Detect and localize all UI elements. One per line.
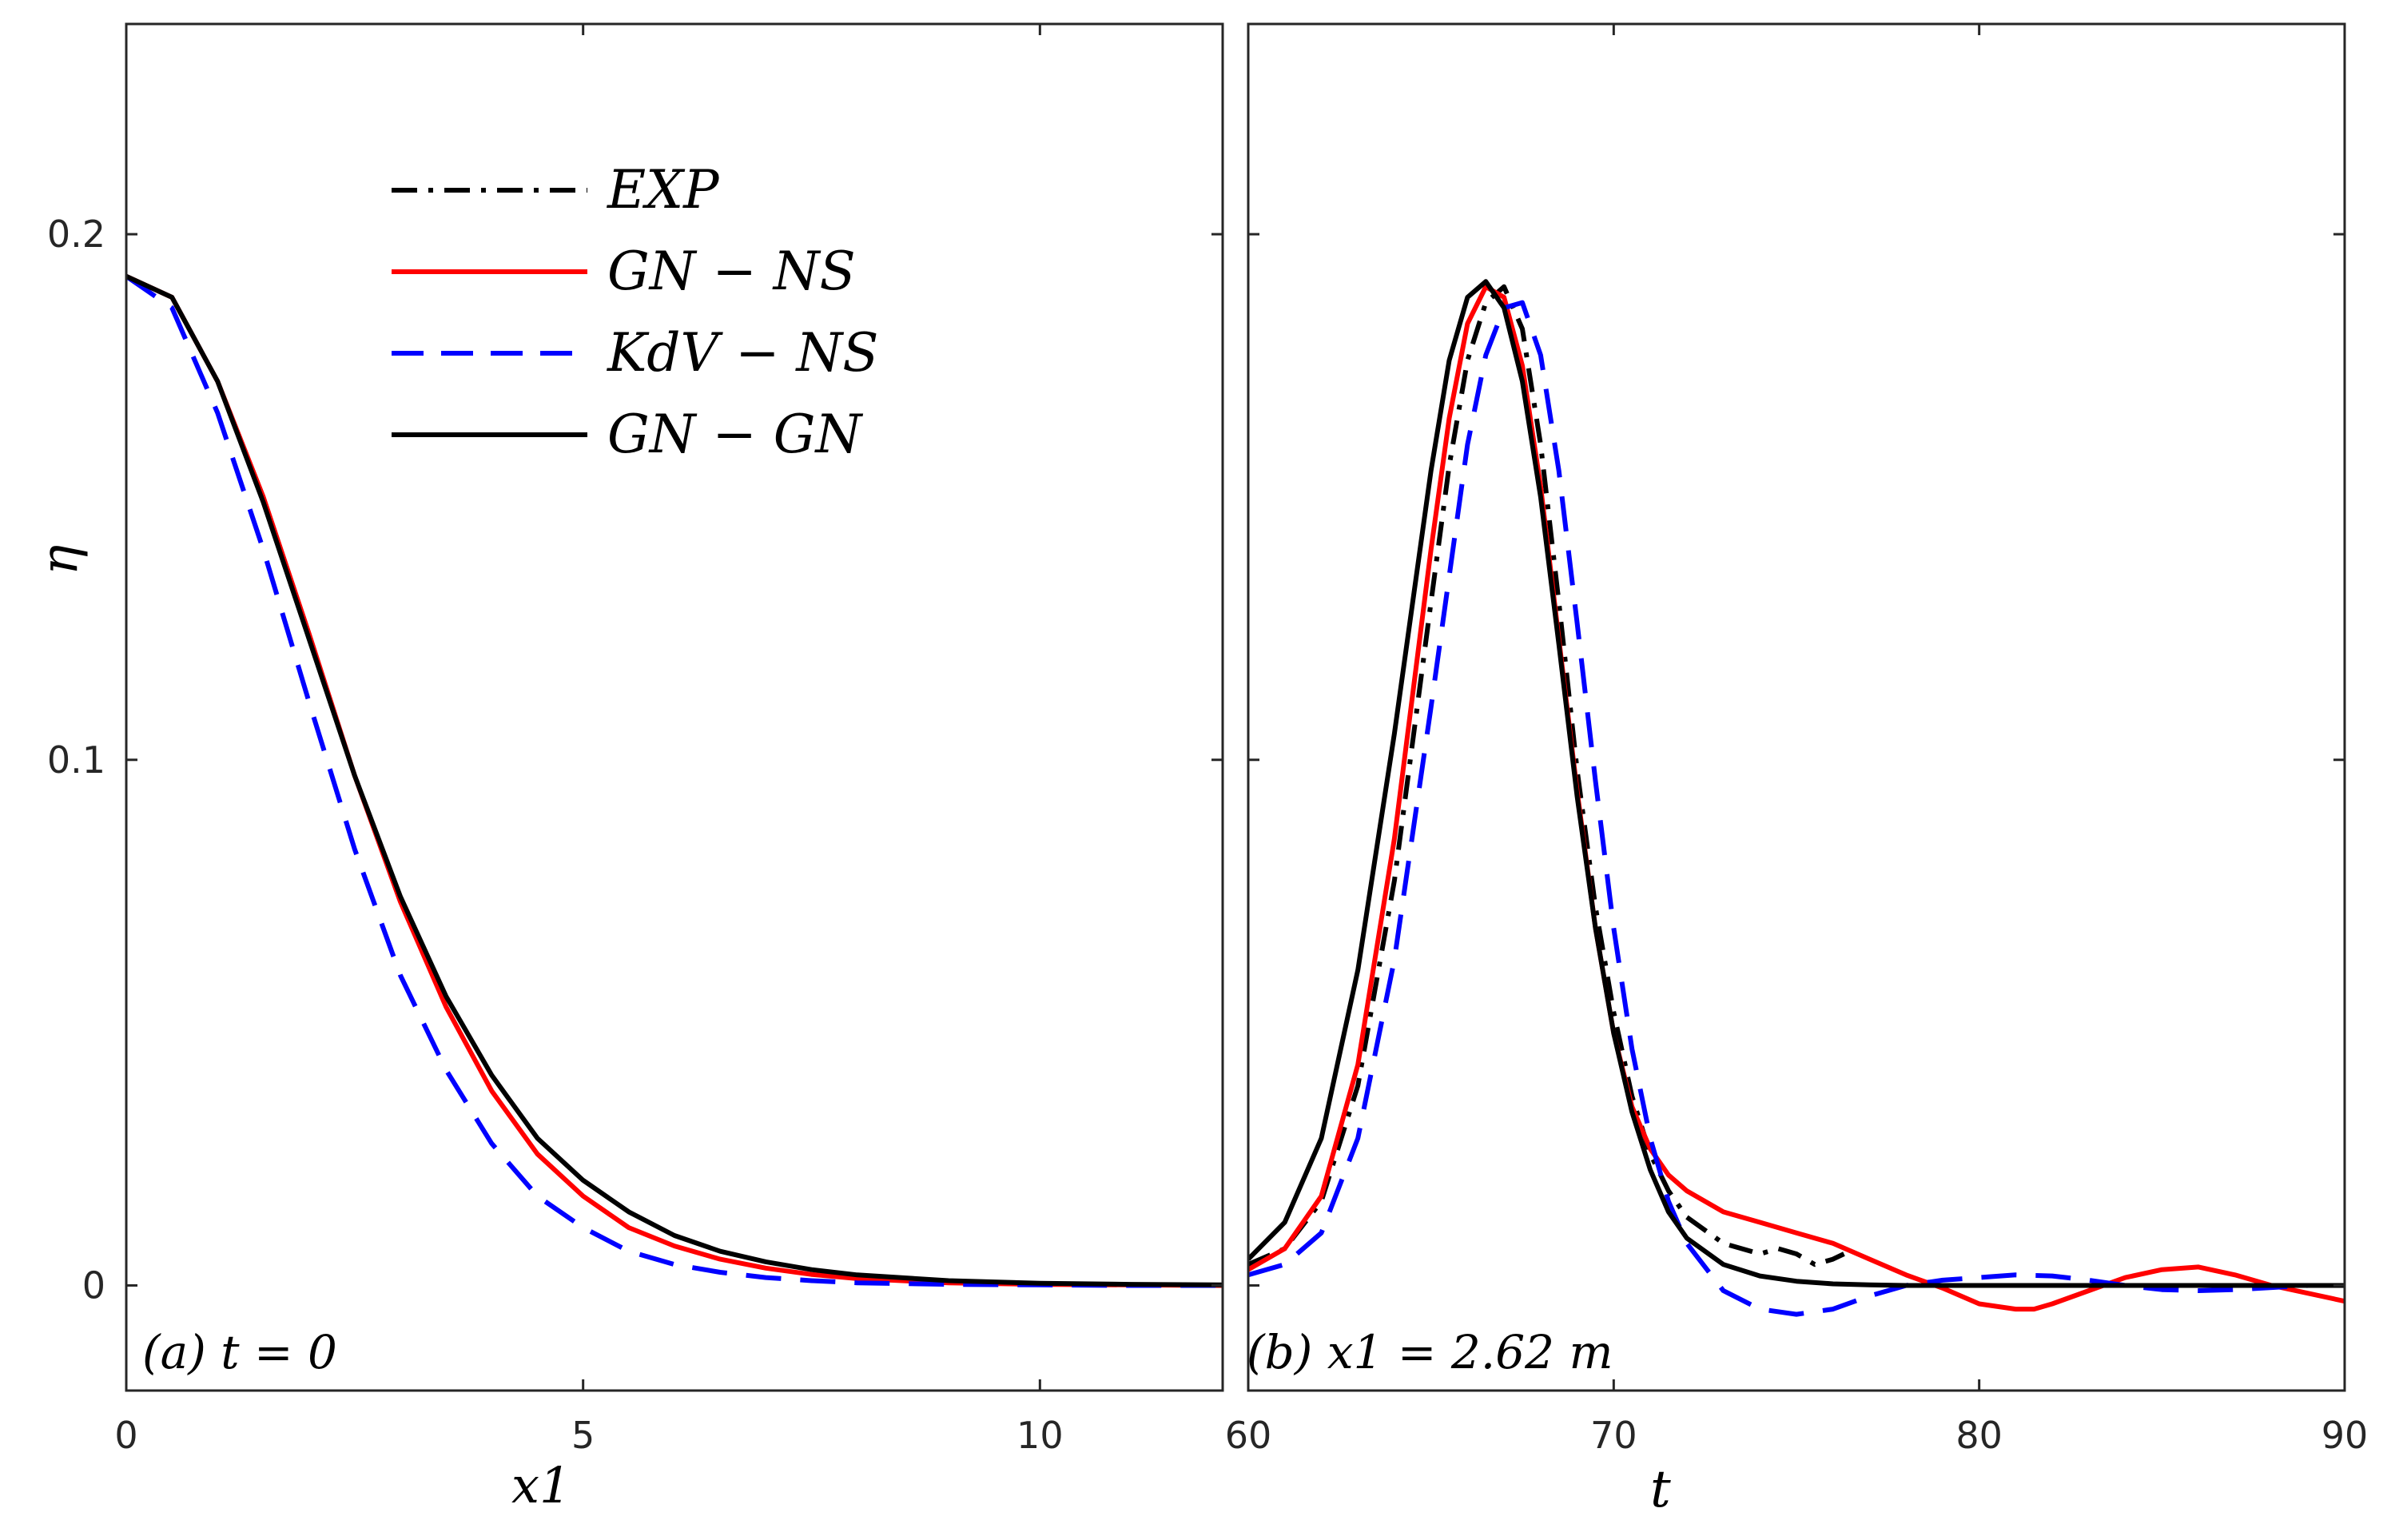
panel-b-series-kdv-ns [1248,300,2345,1317]
panel-a-plot-area [126,273,1223,1288]
panel-a-series-gn-gn [126,273,1223,1287]
panel-a-xtick-label: 10 [1016,1414,1064,1457]
panel-a-ytick-label: 0.2 [47,213,105,256]
panel-a-background [126,24,1223,1391]
panel-b: 60 70 80 90 (b) x1 = 2.62 m t [1225,22,2369,1519]
legend-label-kdv-ns: KdV − NS [607,322,878,384]
panel-a-label: (a) t = 0 [142,1325,337,1379]
panel-a-ylabel: η [30,545,90,575]
legend-label-gn-gn: GN − GN [607,404,863,465]
panel-b-xtick-label: 70 [1590,1414,1637,1457]
panel-b-label: (b) x1 = 2.62 m [1247,1325,1613,1379]
legend-label-exp: EXP [607,159,720,221]
panel-b-xtick-label: 60 [1225,1414,1272,1457]
panel-a-xtick-label: 0 [114,1414,137,1457]
panel-b-series-exp [1248,284,1845,1267]
panel-a-xtick-label: 5 [571,1414,595,1457]
panel-b-ticks: 60 70 80 90 [1225,24,2369,1457]
panel-a-ytick-label: 0.1 [47,738,105,782]
panel-b-axes-box [1247,22,2346,1392]
panel-a-ytick-label: 0 [82,1263,105,1307]
panel-b-plot-area [1248,279,2345,1317]
panel-b-xlabel: t [1650,1460,1671,1519]
panel-b-series-gn-gn [1248,279,2345,1288]
panel-a-series-kdv-ns [126,274,1223,1288]
panel-b-xtick-label: 80 [1955,1414,2003,1457]
legend: EXP GN − NS KdV − NS GN − GN [392,159,878,465]
panel-a-axes-box [125,22,1224,1392]
panel-a-xlabel: x1 [511,1456,571,1514]
xlabel-main: x1 [511,1456,571,1514]
panel-a: 0 5 10 0 0.1 0.2 (a) t = 0 x1 η EXP GN − NS K… [30,22,1224,1514]
legend-label-gn-ns: GN − NS [607,241,856,302]
panel-a-ticks: 0 5 10 0 0.1 0.2 [47,24,1223,1457]
panel-b-xtick-label: 90 [2321,1414,2369,1457]
